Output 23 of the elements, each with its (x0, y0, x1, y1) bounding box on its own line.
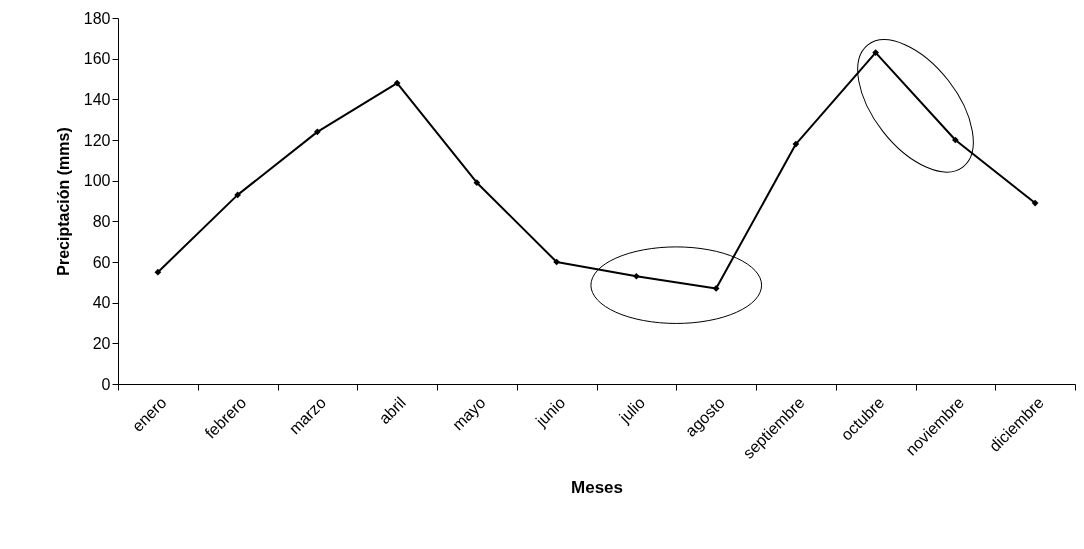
point (234, 191, 241, 199)
y-tick-label: 0 (101, 375, 111, 393)
point (792, 140, 800, 148)
point (712, 285, 720, 292)
point (1031, 199, 1039, 207)
y-tick-label: 120 (83, 131, 111, 149)
y-tick-label: 60 (92, 253, 111, 271)
y-tick-label: 20 (92, 334, 111, 352)
point (633, 272, 640, 280)
y-tick-label: 40 (92, 294, 111, 312)
y-tick-label: 180 (83, 9, 111, 27)
point (872, 49, 879, 56)
x-tick-label: julio (615, 393, 649, 427)
point (393, 79, 401, 87)
x-axis-title: Meses (571, 477, 623, 497)
y-tick-label: 160 (83, 50, 111, 68)
y-tick-label: 140 (83, 90, 111, 108)
y-tick-label: 100 (83, 172, 111, 190)
y-axis-title: Preciptación (mms) (54, 127, 72, 276)
point (154, 268, 162, 276)
point (314, 128, 321, 136)
point (473, 179, 481, 187)
y-tick-label: 80 (92, 212, 111, 230)
